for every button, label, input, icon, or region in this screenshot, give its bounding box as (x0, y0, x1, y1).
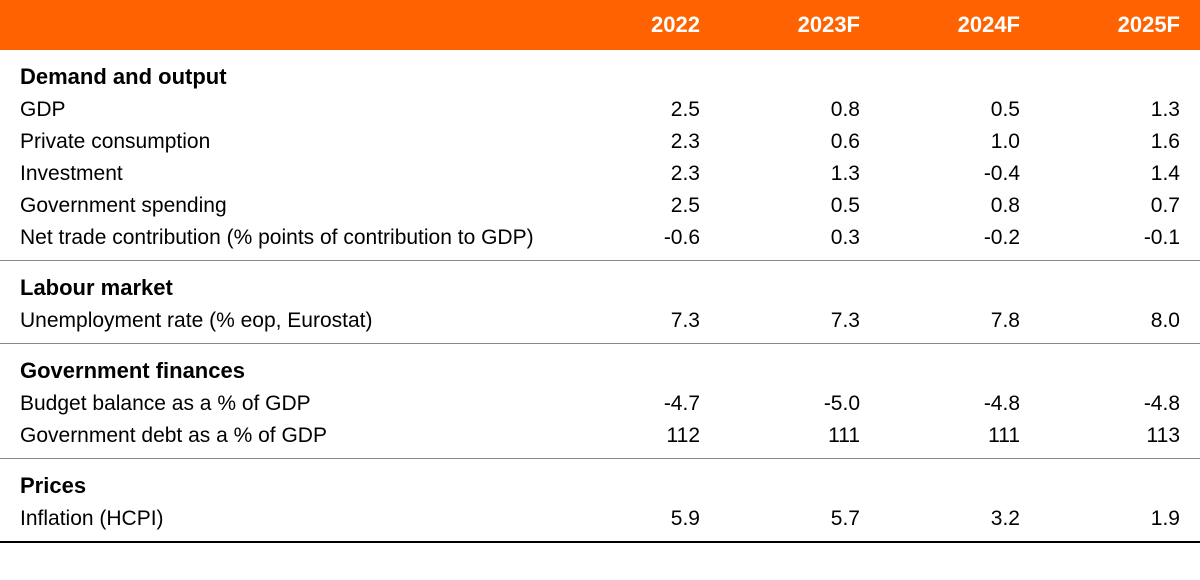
row-label: Unemployment rate (% eop, Eurostat) (0, 305, 560, 337)
economic-forecast-table: 2022 2023F 2024F 2025F Demand and output… (0, 0, 1200, 543)
header-year-2022: 2022 (560, 0, 720, 50)
table-final-border (0, 535, 1200, 542)
cell-value: 8.0 (1040, 305, 1200, 337)
cell-value: 1.0 (880, 126, 1040, 158)
cell-value: 2.3 (560, 126, 720, 158)
cell-value: -0.1 (1040, 222, 1200, 254)
cell-value: -4.8 (880, 388, 1040, 420)
header-blank (0, 0, 560, 50)
section-title: Demand and output (0, 50, 1200, 94)
cell-value: 113 (1040, 420, 1200, 452)
cell-value: 5.7 (720, 503, 880, 535)
cell-value: 0.8 (720, 94, 880, 126)
cell-value: -0.6 (560, 222, 720, 254)
section-title: Prices (0, 459, 1200, 504)
table-row: Government debt as a % of GDP 112 111 11… (0, 420, 1200, 452)
section-title: Labour market (0, 261, 1200, 306)
cell-value: 3.2 (880, 503, 1040, 535)
cell-value: 111 (720, 420, 880, 452)
row-label: Investment (0, 158, 560, 190)
cell-value: -4.7 (560, 388, 720, 420)
row-label: Private consumption (0, 126, 560, 158)
header-year-2024f: 2024F (880, 0, 1040, 50)
row-label: Government spending (0, 190, 560, 222)
table-row: GDP 2.5 0.8 0.5 1.3 (0, 94, 1200, 126)
row-label: Inflation (HCPI) (0, 503, 560, 535)
section-header-labour-market: Labour market (0, 261, 1200, 306)
table-row: Inflation (HCPI) 5.9 5.7 3.2 1.9 (0, 503, 1200, 535)
header-year-2023f: 2023F (720, 0, 880, 50)
cell-value: 1.6 (1040, 126, 1200, 158)
cell-value: 0.3 (720, 222, 880, 254)
cell-value: 1.3 (720, 158, 880, 190)
cell-value: 0.7 (1040, 190, 1200, 222)
section-header-prices: Prices (0, 459, 1200, 504)
row-label: GDP (0, 94, 560, 126)
cell-value: 111 (880, 420, 1040, 452)
cell-value: 1.3 (1040, 94, 1200, 126)
cell-value: 2.3 (560, 158, 720, 190)
row-label: Budget balance as a % of GDP (0, 388, 560, 420)
row-label: Government debt as a % of GDP (0, 420, 560, 452)
cell-value: 7.3 (560, 305, 720, 337)
cell-value: 112 (560, 420, 720, 452)
cell-value: 5.9 (560, 503, 720, 535)
table-row: Unemployment rate (% eop, Eurostat) 7.3 … (0, 305, 1200, 337)
row-label: Net trade contribution (% points of cont… (0, 222, 560, 254)
cell-value: -5.0 (720, 388, 880, 420)
header-year-2025f: 2025F (1040, 0, 1200, 50)
cell-value: 0.6 (720, 126, 880, 158)
cell-value: 0.5 (720, 190, 880, 222)
table-row: Budget balance as a % of GDP -4.7 -5.0 -… (0, 388, 1200, 420)
table-body: Demand and output GDP 2.5 0.8 0.5 1.3 Pr… (0, 50, 1200, 542)
table-row: Net trade contribution (% points of cont… (0, 222, 1200, 254)
cell-value: 1.9 (1040, 503, 1200, 535)
cell-value: -0.2 (880, 222, 1040, 254)
section-title: Government finances (0, 344, 1200, 389)
cell-value: 2.5 (560, 94, 720, 126)
table-row: Government spending 2.5 0.5 0.8 0.7 (0, 190, 1200, 222)
table-header-row: 2022 2023F 2024F 2025F (0, 0, 1200, 50)
table-row: Investment 2.3 1.3 -0.4 1.4 (0, 158, 1200, 190)
table-row: Private consumption 2.3 0.6 1.0 1.6 (0, 126, 1200, 158)
section-header-government-finances: Government finances (0, 344, 1200, 389)
cell-value: 7.8 (880, 305, 1040, 337)
cell-value: -4.8 (1040, 388, 1200, 420)
cell-value: 0.8 (880, 190, 1040, 222)
cell-value: 2.5 (560, 190, 720, 222)
cell-value: 7.3 (720, 305, 880, 337)
cell-value: 1.4 (1040, 158, 1200, 190)
cell-value: -0.4 (880, 158, 1040, 190)
section-header-demand-output: Demand and output (0, 50, 1200, 94)
cell-value: 0.5 (880, 94, 1040, 126)
